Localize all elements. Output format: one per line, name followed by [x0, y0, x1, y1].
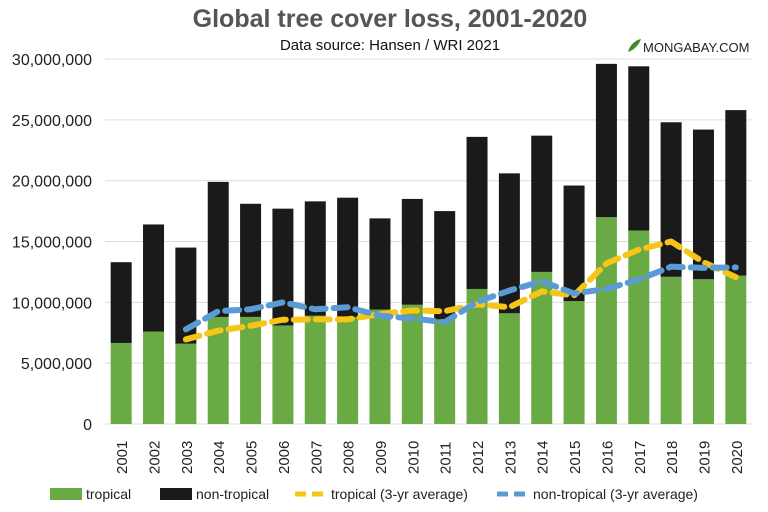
x-tick-label: 2009: [373, 441, 390, 474]
bar-non-tropical-2014: [531, 135, 553, 272]
x-tick-label: 2008: [341, 441, 358, 474]
bar-non-tropical-2018: [660, 122, 682, 277]
chart-subtitle: Data source: Hansen / WRI 2021: [280, 37, 500, 54]
bar-non-tropical-2015: [563, 185, 585, 302]
leaf-icon: [628, 39, 641, 52]
bar-tropical-2010: [401, 304, 423, 424]
bar-tropical-2011: [434, 319, 456, 424]
x-tick-label: 2018: [664, 441, 681, 474]
x-tick-label: 2002: [147, 441, 164, 474]
x-tick-label: 2017: [632, 441, 649, 474]
x-tick-label: 2001: [114, 441, 131, 474]
bar-tropical-2007: [304, 315, 326, 424]
bar-non-tropical-2013: [498, 173, 520, 314]
x-tick-label: 2019: [696, 441, 713, 474]
x-tick-label: 2020: [729, 441, 746, 474]
legend-label: tropical: [86, 486, 131, 502]
bar-non-tropical-2011: [434, 211, 456, 320]
bar-non-tropical-2020: [725, 110, 747, 276]
logo-text: MONGABAY.COM: [643, 40, 749, 55]
bar-tropical-2015: [563, 301, 585, 424]
bar-non-tropical-2001: [110, 262, 132, 343]
mongabay-logo: MONGABAY.COM: [628, 39, 749, 55]
bar-tropical-2016: [595, 217, 617, 424]
bar-tropical-2003: [175, 343, 197, 424]
legend-label: tropical (3-yr average): [331, 486, 468, 502]
bar-non-tropical-2005: [240, 203, 262, 317]
bar-tropical-2013: [498, 313, 520, 424]
bar-non-tropical-2008: [337, 197, 359, 317]
bar-tropical-2009: [369, 309, 391, 424]
y-tick-label: 20,000,000: [12, 174, 92, 191]
x-tick-label: 2014: [535, 441, 552, 474]
bar-tropical-2019: [692, 279, 714, 424]
legend-label: non-tropical: [196, 486, 269, 502]
legend-label: non-tropical (3-yr average): [533, 486, 698, 502]
y-tick-label: 25,000,000: [12, 113, 92, 130]
legend-swatch: [50, 488, 82, 500]
bar-tropical-2018: [660, 276, 682, 424]
bar-tropical-2005: [240, 316, 262, 424]
line-tropical-yr-average-: [182, 238, 739, 343]
x-tick-label: 2013: [502, 441, 519, 474]
bar-non-tropical-2004: [207, 181, 229, 317]
bar-non-tropical-2009: [369, 218, 391, 310]
bar-non-tropical-2016: [595, 63, 617, 218]
bar-tropical-2020: [725, 275, 747, 424]
bar-tropical-2001: [110, 342, 132, 424]
bar-tropical-2014: [531, 271, 553, 424]
y-tick-label: 10,000,000: [12, 295, 92, 312]
bar-tropical-2002: [143, 331, 165, 424]
x-tick-label: 2012: [470, 441, 487, 474]
line-non-tropical-yr-average-: [182, 263, 739, 333]
x-tick-label: 2016: [599, 441, 616, 474]
bar-non-tropical-2017: [628, 66, 650, 231]
x-tick-label: 2006: [276, 441, 293, 474]
bar-non-tropical-2010: [401, 198, 423, 305]
x-tick-label: 2010: [405, 441, 422, 474]
x-tick-label: 2005: [244, 441, 261, 474]
y-tick-label: 5,000,000: [21, 356, 92, 373]
y-tick-label: 0: [83, 417, 92, 434]
bar-non-tropical-2019: [692, 129, 714, 280]
bar-non-tropical-2012: [466, 136, 488, 289]
x-tick-label: 2004: [211, 441, 228, 474]
x-tick-label: 2011: [438, 442, 455, 474]
x-tick-label: 2015: [567, 441, 584, 474]
x-tick-label: 2007: [308, 441, 325, 474]
bar-tropical-2008: [337, 316, 359, 424]
bar-tropical-2017: [628, 230, 650, 424]
bar-non-tropical-2007: [304, 201, 326, 316]
y-tick-label: 30,000,000: [12, 52, 92, 69]
x-tick-label: 2003: [179, 441, 196, 474]
bar-tropical-2012: [466, 288, 488, 424]
bar-non-tropical-2002: [143, 224, 165, 332]
bar-tropical-2004: [207, 316, 229, 424]
bar-tropical-2006: [272, 325, 294, 424]
bar-non-tropical-2006: [272, 208, 294, 326]
bar-non-tropical-2003: [175, 247, 197, 344]
y-tick-label: 15,000,000: [12, 235, 92, 252]
legend-swatch: [160, 488, 192, 500]
chart-title: Global tree cover loss, 2001-2020: [193, 5, 588, 33]
